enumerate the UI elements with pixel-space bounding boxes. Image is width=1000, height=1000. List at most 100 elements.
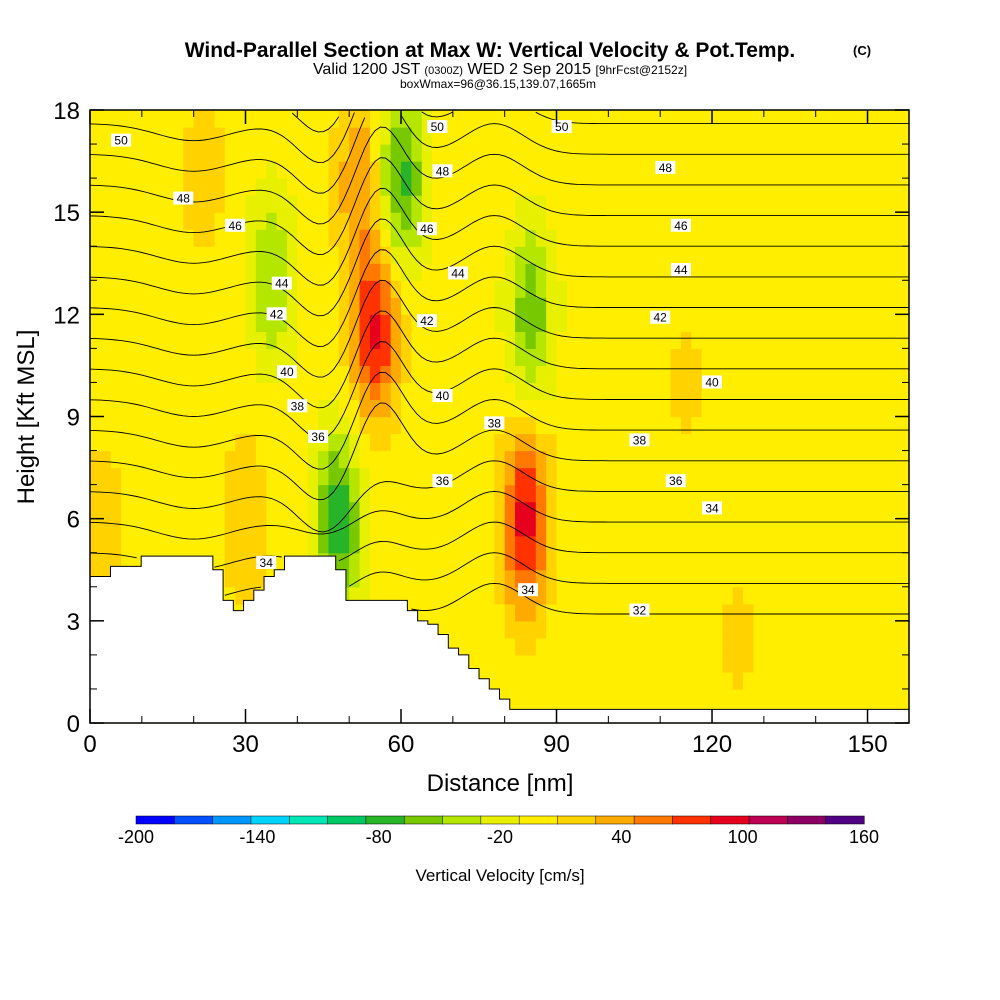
velocity-cell [701, 246, 713, 264]
velocity-cell [214, 467, 226, 486]
velocity-cell [390, 365, 402, 384]
velocity-cell [121, 399, 133, 418]
velocity-cell [898, 331, 910, 349]
x-axis-label: Distance [nm] [427, 770, 574, 797]
velocity-cell [401, 586, 412, 605]
velocity-cell [805, 416, 817, 435]
velocity-cell [235, 484, 247, 503]
velocity-cell [515, 365, 527, 384]
velocity-cell [131, 110, 143, 128]
velocity-cell [846, 535, 858, 554]
velocity-cell [784, 263, 796, 281]
velocity-cell [235, 178, 247, 196]
velocity-cell [442, 127, 454, 145]
velocity-cell [898, 535, 910, 554]
velocity-cell [369, 229, 381, 247]
velocity-cell [826, 331, 838, 349]
velocity-cell [784, 535, 796, 554]
velocity-cell [286, 433, 298, 452]
velocity-cell [556, 535, 568, 554]
velocity-cell [204, 280, 216, 298]
velocity-cell [857, 331, 869, 349]
velocity-cell [535, 518, 547, 537]
velocity-cell [867, 110, 879, 128]
velocity-cell [857, 297, 869, 315]
velocity-cell [836, 433, 848, 452]
velocity-cell [753, 637, 765, 656]
velocity-cell [328, 263, 340, 281]
velocity-cell [691, 178, 703, 196]
velocity-cell [836, 314, 848, 332]
velocity-cell [473, 246, 485, 264]
velocity-cell [235, 552, 247, 571]
velocity-cell [390, 586, 402, 605]
velocity-cell [390, 110, 402, 128]
velocity-cell [224, 144, 236, 162]
velocity-cell [691, 688, 703, 707]
velocity-cell [131, 484, 143, 503]
velocity-cell [826, 518, 838, 537]
velocity-cell [380, 535, 392, 554]
velocity-cell [131, 280, 143, 298]
velocity-cell [141, 263, 153, 281]
velocity-cell [784, 297, 796, 315]
velocity-cell [867, 331, 879, 349]
velocity-cell [162, 297, 174, 315]
velocity-cell [877, 263, 889, 281]
velocity-cell [307, 450, 319, 469]
velocity-cell [214, 331, 226, 349]
velocity-cell [732, 637, 744, 656]
velocity-cell [525, 399, 537, 418]
velocity-cell [670, 280, 682, 298]
velocity-cell [473, 263, 485, 281]
velocity-cell [515, 688, 527, 707]
velocity-cell [494, 620, 506, 639]
velocity-cell [442, 331, 454, 349]
velocity-cell [701, 229, 713, 247]
velocity-cell [629, 450, 641, 469]
velocity-cell [235, 229, 247, 247]
velocity-cell [701, 603, 713, 622]
velocity-cell [172, 433, 184, 452]
velocity-cell [587, 450, 599, 469]
velocity-cell [867, 620, 879, 639]
velocity-cell [494, 280, 506, 298]
velocity-cell [546, 246, 558, 264]
theta-label: 48 [436, 164, 450, 178]
velocity-cell [452, 212, 464, 230]
velocity-cell [515, 518, 527, 537]
velocity-cell [629, 178, 641, 196]
velocity-cell [888, 246, 900, 264]
velocity-cell [743, 603, 755, 622]
velocity-cell [649, 212, 661, 230]
velocity-cell [328, 535, 340, 554]
velocity-cell [452, 569, 464, 588]
velocity-cell [318, 365, 330, 384]
velocity-cell [629, 501, 641, 520]
velocity-cell [245, 433, 257, 452]
velocity-cell [473, 399, 485, 418]
velocity-cell [753, 348, 765, 367]
velocity-cell [338, 365, 350, 384]
velocity-cell [722, 637, 734, 656]
velocity-cell [826, 178, 838, 196]
velocity-cell [504, 501, 516, 520]
velocity-cell [494, 382, 506, 401]
velocity-cell [618, 450, 630, 469]
velocity-cell [90, 484, 101, 503]
velocity-cell [515, 144, 527, 162]
velocity-cell [286, 110, 298, 128]
velocity-cell [369, 263, 381, 281]
theta-label-box [432, 474, 453, 488]
velocity-cell [774, 501, 786, 520]
velocity-cell [401, 433, 412, 452]
velocity-cell [649, 331, 661, 349]
velocity-cell [546, 161, 558, 179]
velocity-cell [867, 671, 879, 690]
velocity-cell [494, 569, 506, 588]
velocity-cell [297, 535, 309, 554]
velocity-cell [473, 297, 485, 315]
velocity-cell [473, 501, 485, 520]
velocity-cell [546, 535, 558, 554]
